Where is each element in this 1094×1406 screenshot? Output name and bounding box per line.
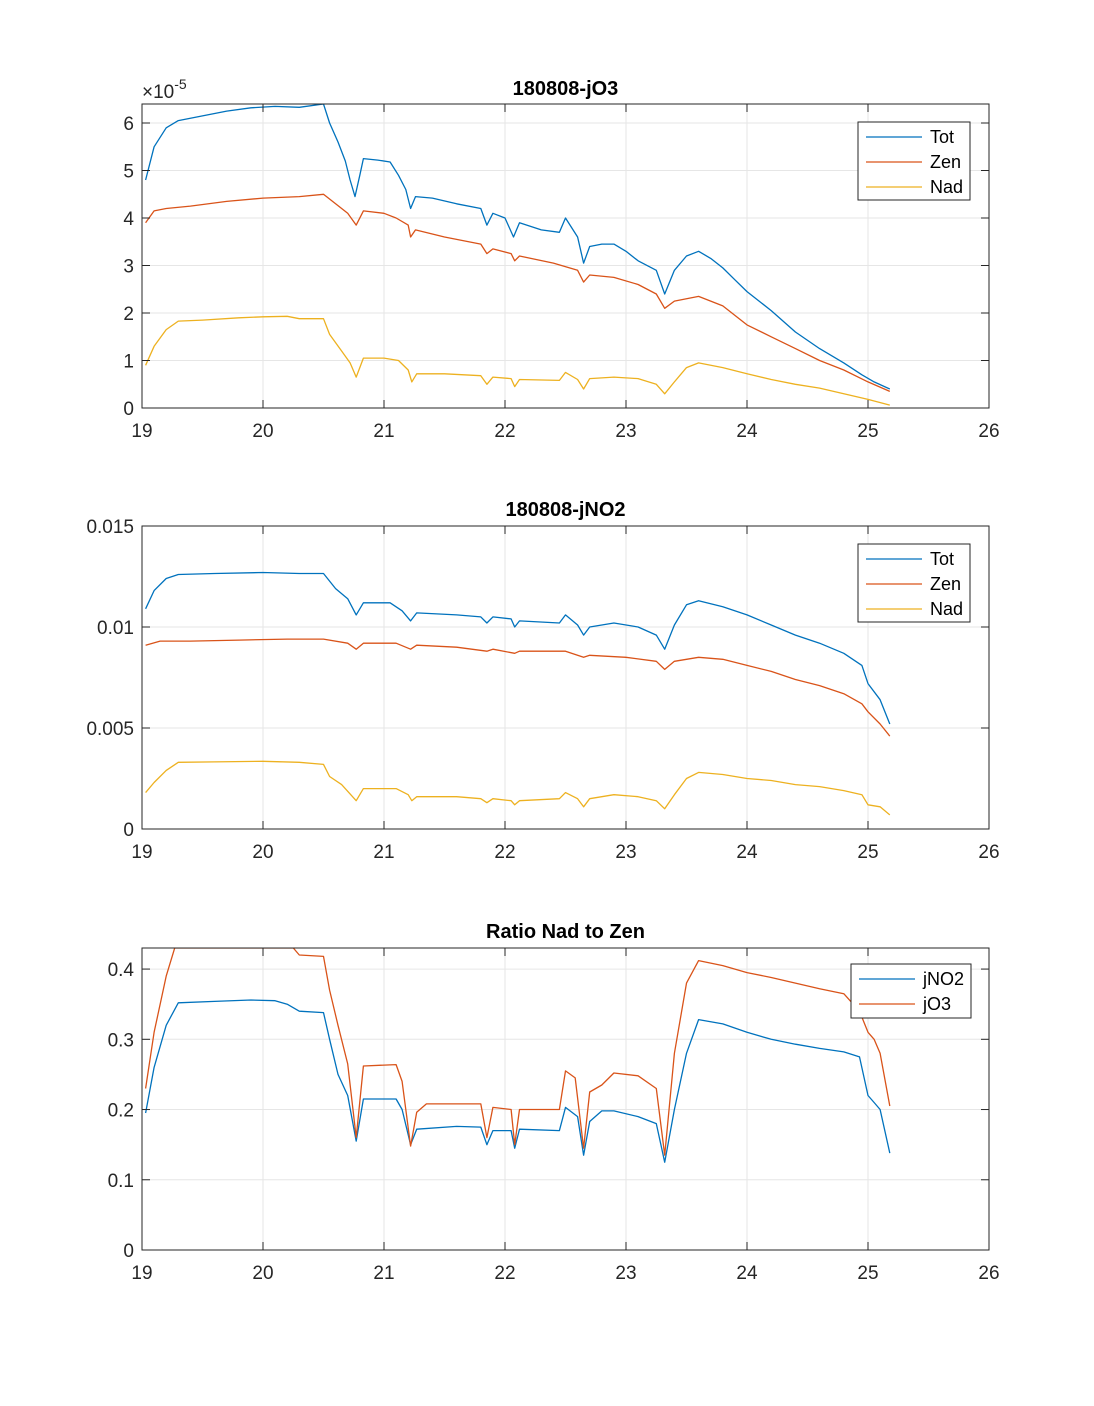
x-tick-label: 22 — [494, 421, 515, 442]
legend-label: Zen — [930, 574, 961, 594]
x-tick-label: 24 — [736, 1263, 758, 1284]
axes-box — [141, 103, 990, 409]
y-tick-label: 4 — [123, 209, 134, 230]
x-tick-label: 22 — [494, 1263, 515, 1284]
axes-box — [141, 947, 990, 1251]
plot-area — [142, 526, 989, 829]
x-tick-label: 24 — [736, 842, 758, 863]
x-tick-label: 19 — [131, 421, 152, 442]
legend-label: Tot — [930, 127, 954, 147]
y-tick-label: 0 — [123, 1241, 134, 1262]
y-exponent-label: ×10-5 — [142, 76, 187, 103]
series-line-nad — [145, 315, 890, 406]
y-tick-label: 0.005 — [86, 719, 134, 740]
x-tick-label: 21 — [373, 1263, 394, 1284]
x-tick-label: 24 — [736, 421, 758, 442]
x-tick-label: 26 — [978, 421, 999, 442]
x-tick-label: 23 — [615, 842, 636, 863]
legend-box — [850, 963, 972, 1019]
y-tick-label: 0.2 — [108, 1101, 134, 1122]
y-tick-label: 0.1 — [108, 1171, 134, 1192]
y-tick-label: 0 — [123, 820, 134, 841]
x-tick-label: 21 — [373, 842, 394, 863]
x-tick-label: 22 — [494, 842, 515, 863]
chart-1: 19 20 21 22 23 24 25 260123456180808-jO3×10-5To… — [123, 76, 999, 442]
x-tick-label: 21 — [373, 421, 394, 442]
series-line-tot — [144, 104, 891, 390]
y-tick-label: 3 — [123, 257, 134, 278]
x-tick-label: 26 — [978, 1263, 999, 1284]
y-exponent-power: -5 — [174, 76, 187, 92]
legend-label: Nad — [930, 599, 963, 619]
legend-label: jO3 — [922, 994, 951, 1014]
series-line-jo3 — [144, 948, 891, 1156]
chart-title: 180808-jNO2 — [505, 499, 625, 521]
y-tick-label: 1 — [123, 352, 134, 373]
x-tick-label: 23 — [615, 421, 636, 442]
plot-area — [142, 104, 989, 408]
legend-label: Zen — [930, 152, 961, 172]
series-line-jno2 — [144, 999, 891, 1163]
axes-box — [141, 525, 990, 830]
y-tick-label: 0.4 — [108, 960, 135, 981]
y-tick-label: 5 — [123, 162, 134, 183]
x-tick-label: 25 — [857, 1263, 878, 1284]
chart-title: Ratio Nad to Zen — [486, 921, 645, 943]
x-tick-label: 25 — [857, 842, 878, 863]
legend-label: Tot — [930, 549, 954, 569]
y-tick-label: 6 — [123, 114, 134, 135]
x-tick-label: 20 — [252, 842, 273, 863]
y-tick-label: 0.3 — [108, 1030, 134, 1051]
x-tick-label: 19 — [131, 842, 152, 863]
x-tick-label: 19 — [131, 1263, 152, 1284]
x-tick-label: 20 — [252, 421, 273, 442]
series-line-tot — [145, 571, 891, 725]
chart-title: 180808-jO3 — [513, 78, 619, 100]
y-tick-label: 2 — [123, 304, 134, 325]
y-exponent-base: ×10 — [142, 82, 174, 103]
y-tick-label: 0 — [123, 399, 134, 420]
x-tick-label: 25 — [857, 421, 878, 442]
legend: Tot Zen Nad — [857, 543, 971, 623]
chart-2: 19 20 21 22 23 24 25 26 0 0.005 0.01 0.015 180808-jN… — [86, 499, 999, 863]
series-line-zen — [145, 193, 891, 392]
series-line-nad — [145, 760, 891, 816]
x-tick-label: 23 — [615, 1263, 636, 1284]
legend: jNO2 jO3 — [850, 963, 972, 1019]
x-tick-label: 26 — [978, 842, 999, 863]
chart-3: 19 20 21 22 23 24 25 26 0 0.1 0.2 0.3 0.4 Ratio Nad t… — [108, 921, 1000, 1284]
x-tick-label: 20 — [252, 1263, 273, 1284]
series-line-zen — [145, 638, 891, 737]
y-tick-label: 0.01 — [97, 618, 134, 639]
legend-label: jNO2 — [922, 969, 964, 989]
y-tick-label: 0.015 — [86, 517, 134, 538]
legend: Tot Zen Nad — [857, 121, 971, 201]
legend-label: Nad — [930, 177, 963, 197]
